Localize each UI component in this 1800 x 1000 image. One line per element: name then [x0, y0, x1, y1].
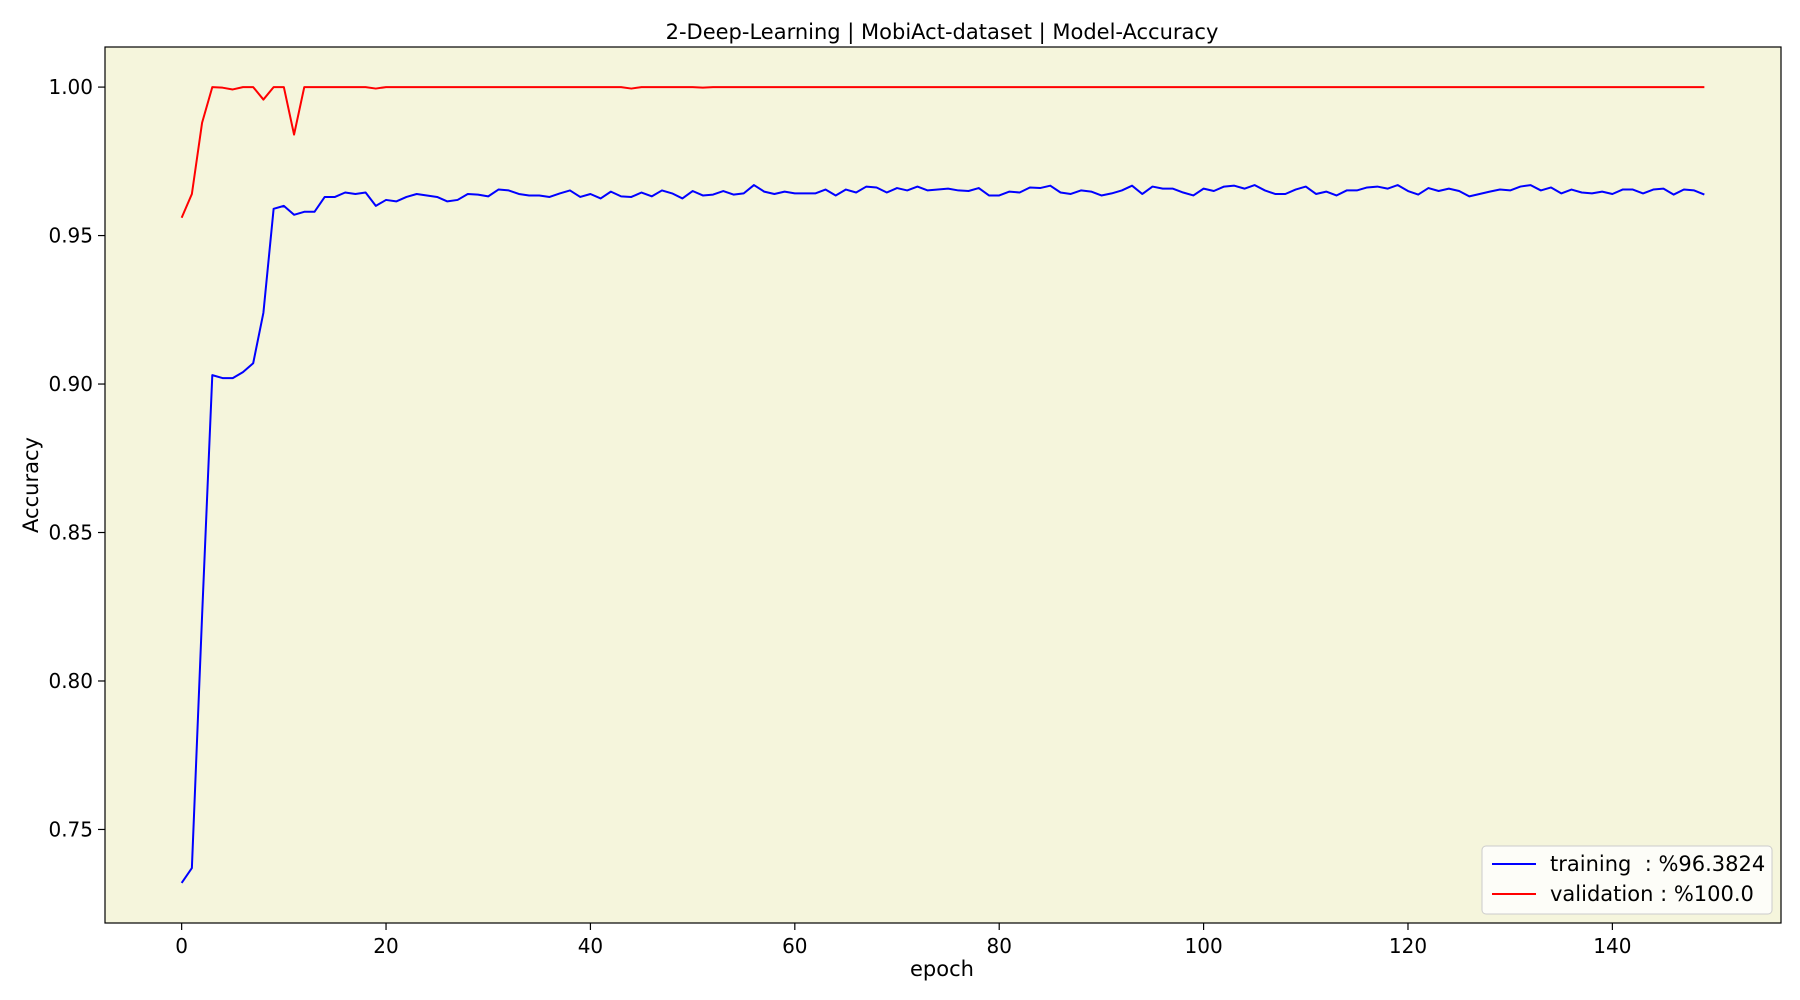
- x-tick-label: 140: [1593, 934, 1631, 958]
- x-axis: 0 20 40 60 80 100 120 140: [175, 923, 1631, 958]
- x-tick-label: 80: [986, 934, 1011, 958]
- series-line-validation: [180, 86, 1705, 219]
- x-tick-label: 60: [782, 934, 807, 958]
- x-tick-label: 100: [1185, 934, 1223, 958]
- legend-label-training: training : %96.3824: [1550, 852, 1765, 876]
- legend-label-validation: validation : %100.0: [1550, 882, 1754, 906]
- y-tick-label: 0.80: [48, 669, 93, 693]
- series-line-training: [180, 184, 1705, 884]
- y-tick-label: 0.75: [48, 817, 93, 841]
- x-tick-label: 0: [175, 934, 188, 958]
- x-tick-label: 40: [578, 934, 603, 958]
- x-tick-label: 120: [1389, 934, 1427, 958]
- x-axis-label: epoch: [910, 957, 974, 981]
- y-tick-label: 0.85: [48, 521, 93, 545]
- series-layer: [180, 86, 1705, 884]
- legend-box: [1481, 845, 1773, 915]
- y-tick-label: 0.90: [48, 372, 93, 396]
- y-axis: 0.75 0.80 0.85 0.90 0.95 1.00: [48, 75, 105, 841]
- y-tick-label: 1.00: [48, 75, 93, 99]
- y-tick-label: 0.95: [48, 224, 93, 248]
- y-axis-label: Accuracy: [19, 437, 43, 533]
- x-tick-label: 20: [373, 934, 398, 958]
- plot-area: [104, 46, 1782, 924]
- chart-title: 2-Deep-Learning | MobiAct-dataset | Mode…: [666, 20, 1219, 45]
- legend: training : %96.3824 validation : %100.0: [1481, 845, 1773, 915]
